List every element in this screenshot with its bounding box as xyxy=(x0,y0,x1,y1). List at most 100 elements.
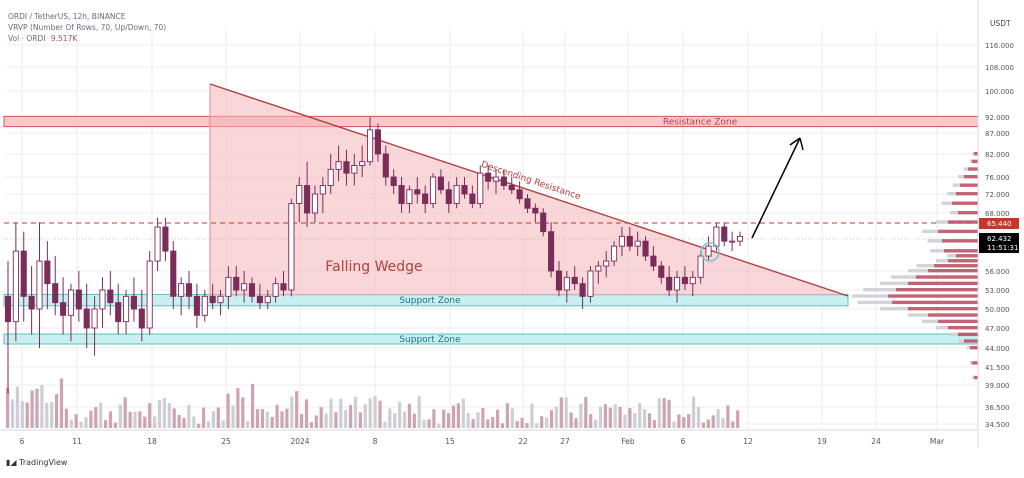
volume-profile-bar xyxy=(942,239,978,243)
volume-bar xyxy=(319,407,323,428)
candle-body xyxy=(60,302,67,316)
candle-body xyxy=(532,207,539,214)
resistance-zone-label: Resistance Zone xyxy=(663,117,738,127)
last-price-label: 62.432 xyxy=(987,235,1012,243)
candle-body xyxy=(650,255,657,267)
volume-bar xyxy=(731,421,735,428)
volume-profile-bar xyxy=(928,269,978,273)
candle-body xyxy=(453,185,460,204)
candle-body xyxy=(319,185,326,195)
chart-symbol-title: ORDI / TetherUS, 12h, BINANCE xyxy=(8,12,126,21)
volume-bar xyxy=(402,411,407,428)
volume-profile-bar xyxy=(970,346,978,350)
candle-body xyxy=(248,283,256,297)
volume-bar xyxy=(422,419,426,428)
volume-bar xyxy=(45,402,49,428)
support-zone-upper-label: Support Zone xyxy=(399,296,461,306)
volume-bar xyxy=(447,413,451,428)
candle-body xyxy=(705,245,712,257)
volume-profile-bar-gray xyxy=(927,239,942,243)
candle-body xyxy=(555,270,563,291)
candle-body xyxy=(264,295,271,304)
volume-bar xyxy=(10,399,15,428)
volume-bar xyxy=(55,393,59,428)
volume-bar xyxy=(30,390,34,428)
time-tick-label: 6 xyxy=(681,437,686,446)
volume-bar xyxy=(295,391,299,428)
last-price-time: 11:51:31 xyxy=(987,244,1018,252)
volume-bar xyxy=(451,405,456,428)
candle-body xyxy=(178,283,185,297)
volume-bar xyxy=(486,419,490,428)
candle-body xyxy=(115,302,122,323)
volume-bar xyxy=(608,407,612,428)
volume-profile-bar-gray xyxy=(936,326,948,330)
volume-bar xyxy=(89,410,93,428)
falling-wedge-label: Falling Wedge xyxy=(325,259,422,275)
volume-bar xyxy=(638,403,642,428)
candle-body xyxy=(272,283,279,297)
volume-profile-bar xyxy=(916,275,978,279)
volume-bar xyxy=(358,412,362,428)
candle-body xyxy=(154,226,161,262)
volume-bar xyxy=(594,419,598,428)
volume-value: 9.517K xyxy=(50,34,78,43)
volume-bar xyxy=(329,398,333,428)
price-tick-label: 82.000 xyxy=(985,151,1010,159)
volume-bar xyxy=(260,409,264,428)
candle-body xyxy=(217,295,224,304)
price-tick-label: 50.000 xyxy=(985,306,1010,314)
breakout-highlight-circle xyxy=(700,242,720,262)
candle-body xyxy=(666,276,673,291)
volume-profile-bar xyxy=(960,183,978,187)
volume-profile-bar-gray xyxy=(958,339,964,343)
volume-bar xyxy=(304,399,309,428)
volume-bar xyxy=(162,398,166,428)
candle-body xyxy=(524,198,531,209)
volume-bar xyxy=(118,404,122,428)
volume-bar xyxy=(241,397,245,428)
candle-body xyxy=(288,203,295,291)
price-tick-label: 68.000 xyxy=(985,210,1010,218)
candle-body xyxy=(311,193,319,214)
volume-bar xyxy=(251,383,255,428)
price-tick-label: 108.000 xyxy=(985,64,1014,72)
volume-bar xyxy=(373,396,377,428)
volume-bar xyxy=(40,385,44,428)
volume-bar xyxy=(334,412,338,428)
price-tick-label: 92.000 xyxy=(985,114,1010,122)
candle-body xyxy=(170,250,177,297)
volume-bar xyxy=(231,405,235,428)
volume-bar xyxy=(172,408,176,428)
candle-body xyxy=(729,240,736,243)
candle-body xyxy=(201,295,208,316)
candle-body xyxy=(44,260,51,285)
volume-bar xyxy=(226,393,230,428)
volume-bar xyxy=(153,416,157,428)
volume-bar xyxy=(285,408,289,428)
volume-profile-bar-gray xyxy=(972,152,974,156)
time-tick-label: 11 xyxy=(72,437,82,446)
candle-body xyxy=(130,295,137,310)
volume-bar xyxy=(393,413,397,428)
volume-profile-bar xyxy=(888,294,978,298)
volume-bar xyxy=(692,396,696,428)
volume-bar xyxy=(206,421,211,428)
candle-body xyxy=(75,289,82,310)
volume-profile-bar xyxy=(938,229,978,234)
volume-bar xyxy=(706,419,710,428)
candle-body xyxy=(343,161,350,174)
time-tick-label: Feb xyxy=(621,437,635,446)
price-tick-label: 53.000 xyxy=(985,287,1010,295)
volume-profile-bar xyxy=(964,339,978,343)
volume-profile-bar-gray xyxy=(969,159,972,164)
candle-body xyxy=(461,185,468,195)
candle-body xyxy=(327,168,334,186)
volume-bar xyxy=(133,411,137,428)
candle-body xyxy=(296,185,303,204)
volume-profile-bar xyxy=(972,159,978,164)
volume-bar xyxy=(628,408,632,428)
volume-bar xyxy=(412,413,416,428)
tradingview-brand: TradingView xyxy=(19,458,68,467)
